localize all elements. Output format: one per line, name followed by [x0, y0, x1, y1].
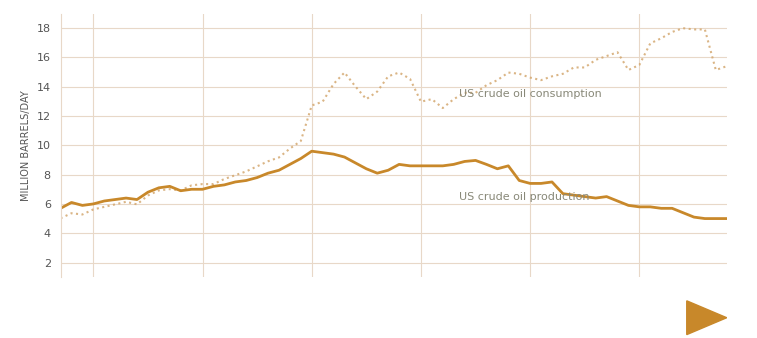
Text: 2000: 2000	[621, 313, 657, 326]
Y-axis label: MILLION BARRELS/DAY: MILLION BARRELS/DAY	[21, 90, 31, 201]
Text: 1990: 1990	[512, 313, 547, 326]
Text: 1980: 1980	[403, 313, 438, 326]
Text: US crude oil consumption: US crude oil consumption	[459, 89, 602, 99]
Text: 1960: 1960	[185, 313, 220, 326]
Text: 1970: 1970	[294, 313, 329, 326]
Text: US crude oil production: US crude oil production	[459, 192, 590, 201]
Text: 1950: 1950	[76, 313, 111, 326]
Polygon shape	[687, 301, 727, 335]
